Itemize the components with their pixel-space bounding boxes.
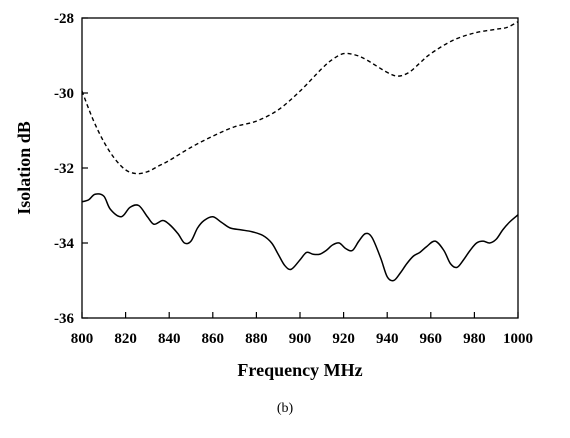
x-tick-label: 820 (114, 331, 137, 347)
y-tick-label: -30 (54, 86, 74, 102)
x-tick-label: 940 (376, 331, 399, 347)
x-axis-ticks: 800 820 840 860 880 900 920 940 960 980 1000 (71, 312, 533, 347)
x-tick-label: 840 (158, 331, 181, 347)
x-tick-label: 900 (289, 331, 312, 347)
y-tick-label: -32 (54, 161, 74, 177)
solid-series-line (81, 193, 519, 282)
figure-caption: (b) (277, 401, 294, 416)
x-tick-label: 980 (463, 331, 486, 347)
x-axis-title: Frequency MHz (237, 360, 362, 380)
y-tick-label: -36 (54, 311, 74, 327)
y-axis-title: Isolation dB (14, 121, 34, 215)
dashed-series-line (81, 21, 519, 175)
x-tick-label: 800 (71, 331, 94, 347)
x-tick-label: 860 (202, 331, 225, 347)
series-layer (81, 21, 519, 282)
x-tick-label: 920 (332, 331, 355, 347)
y-tick-label: -34 (54, 236, 74, 252)
x-tick-label: 880 (245, 331, 268, 347)
x-tick-label: 960 (420, 331, 443, 347)
plot-frame (81, 17, 519, 319)
y-axis-ticks: -36 -34 -32 -30 -28 (54, 11, 88, 327)
y-tick-label: -28 (54, 11, 74, 27)
x-tick-label: 1000 (503, 331, 533, 347)
